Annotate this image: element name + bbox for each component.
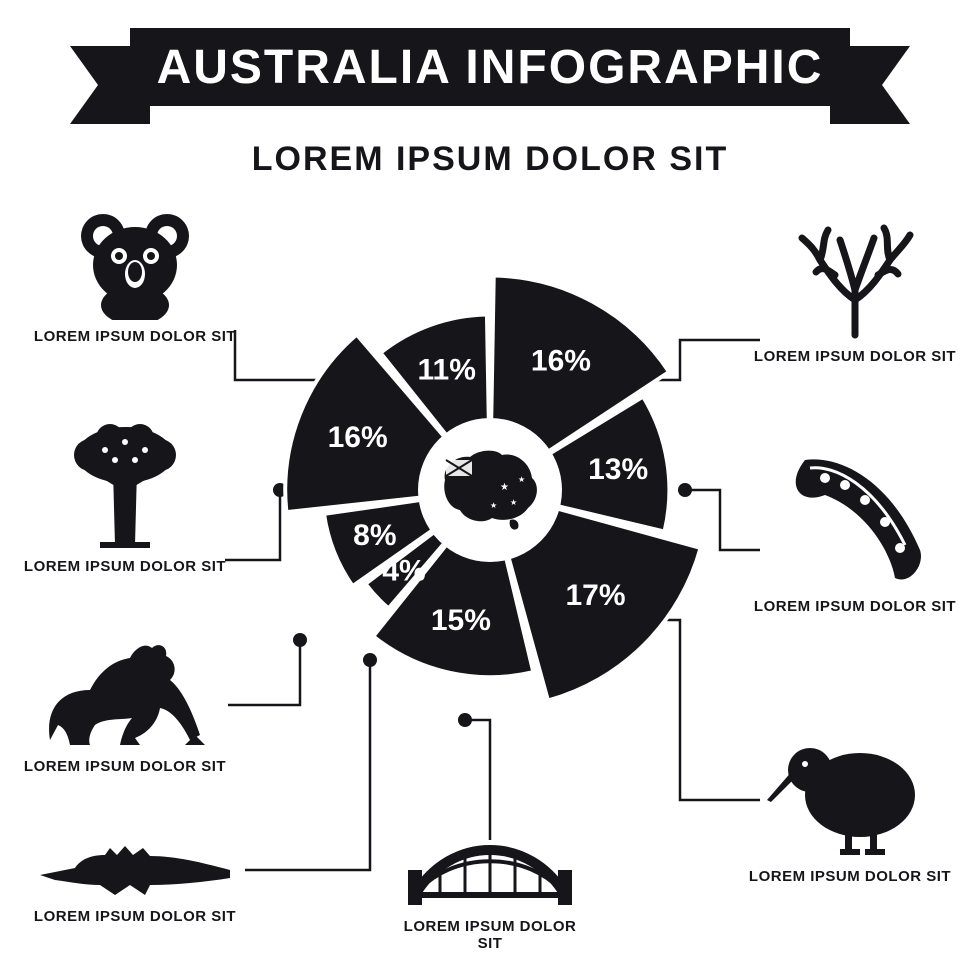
- coral-icon: [790, 220, 920, 340]
- page-subtitle: LOREM IPSUM DOLOR SIT: [0, 140, 980, 179]
- pie-slice-label: 17%: [565, 579, 625, 612]
- icon-block-crocodile: LOREM IPSUM DOLOR SIT: [25, 830, 245, 925]
- boomerang-icon: [780, 450, 930, 590]
- ribbon-body: AUSTRALIA INFOGRAPHIC: [130, 28, 850, 106]
- icon-caption: LOREM IPSUM DOLOR SIT: [745, 868, 955, 885]
- svg-text:★: ★: [510, 498, 517, 507]
- harbour-bridge-icon: [400, 830, 580, 910]
- icon-caption: LOREM IPSUM DOLOR SIT: [750, 348, 960, 365]
- baobab-tree-icon: [65, 420, 185, 550]
- title-ribbon: AUSTRALIA INFOGRAPHIC: [70, 28, 910, 106]
- icon-caption: LOREM IPSUM DOLOR SIT: [20, 758, 230, 775]
- icon-block-kangaroo: LOREM IPSUM DOLOR SIT: [20, 640, 230, 775]
- pie-slice-label: 11%: [418, 353, 476, 386]
- icon-caption: LOREM IPSUM DOLOR SIT: [20, 558, 230, 575]
- pie-slice-label: 15%: [431, 604, 491, 637]
- koala-icon: [75, 210, 195, 320]
- pie-slice-label: 8%: [353, 519, 396, 552]
- connector-baobab: [225, 490, 280, 560]
- icon-block-coral: LOREM IPSUM DOLOR SIT: [750, 220, 960, 365]
- pie-slice-label: 13%: [588, 453, 648, 486]
- icon-caption: LOREM IPSUM DOLOR SIT: [745, 598, 965, 615]
- crocodile-icon: [35, 830, 235, 900]
- svg-text:★: ★: [518, 475, 525, 484]
- icon-caption: LOREM IPSUM DOLOR SIT: [30, 328, 240, 345]
- icon-block-bridge: LOREM IPSUM DOLOR SIT: [390, 830, 590, 952]
- icon-block-boomerang: LOREM IPSUM DOLOR SIT: [745, 450, 965, 615]
- icon-block-koala: LOREM IPSUM DOLOR SIT: [30, 210, 240, 345]
- pie-slice-label: 16%: [531, 344, 591, 377]
- kangaroo-icon: [40, 640, 210, 750]
- pie-chart: 16%13%17%15%4%8%16%11% ★ ★ ★ ★: [275, 275, 705, 705]
- kiwi-bird-icon: [765, 720, 935, 860]
- pie-slice-label: 16%: [328, 421, 388, 454]
- page-title: AUSTRALIA INFOGRAPHIC: [157, 40, 824, 95]
- icon-block-kiwi: LOREM IPSUM DOLOR SIT: [745, 720, 955, 885]
- connector-dot: [458, 713, 472, 727]
- svg-text:★: ★: [500, 482, 509, 493]
- icon-caption: LOREM IPSUM DOLOR SIT: [25, 908, 245, 925]
- icon-caption: LOREM IPSUM DOLOR SIT: [390, 918, 590, 952]
- connector-bridge: [465, 720, 490, 840]
- svg-text:★: ★: [490, 501, 497, 510]
- icon-block-baobab: LOREM IPSUM DOLOR SIT: [20, 420, 230, 575]
